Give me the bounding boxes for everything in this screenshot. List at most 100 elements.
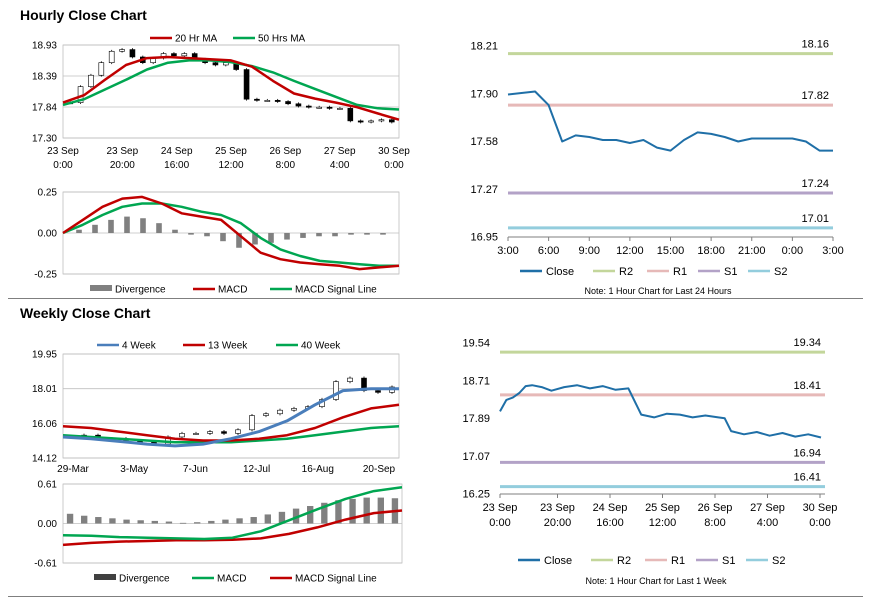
hourly-divergence-bar [204,233,210,237]
weekly-hourly-x-tick-date: 23 Sep [540,502,575,514]
weekly-price-y-tick: 14.12 [32,454,57,465]
hourly-price-candle [357,120,364,123]
hourly-section-title: Hourly Close Chart [20,7,147,23]
section-divider [8,298,863,299]
hourly-24h-close-line [507,90,833,152]
weekly-hourly-level-r1-label: 18.41 [793,380,821,392]
weekly-price-candle [347,377,353,382]
hourly-24h-x-tick: 21:00 [738,245,766,257]
weekly-signal-legend-label: MACD Signal Line [295,574,377,585]
hourly-price-candle [274,100,281,102]
weekly-price-y-tick: 19.95 [32,350,57,361]
hourly-24h-r1-legend-label: R1 [673,266,687,278]
hourly-price-candle [306,105,312,108]
hourly-price-candle [98,62,105,76]
hourly-divergence-bar [108,219,114,233]
weekly-divergence-legend-label: Divergence [119,574,170,585]
weekly-hourly-y-tick: 16.25 [462,489,490,501]
hourly-price-x-tick-date: 23 Sep [47,146,79,157]
weekly-divergence-bar [95,517,102,524]
weekly-divergence-bar [292,508,300,524]
weekly-divergence-bar [307,506,314,524]
weekly-ma40-legend-label: 40 Week [301,341,341,352]
hourly-ma20-line [62,55,400,121]
weekly-hourly-y-tick: 19.54 [462,338,490,350]
weekly-hourly-s2-legend-label: S2 [772,555,785,567]
hourly-divergence-bar [156,223,162,233]
weekly-divergence-bar [377,497,384,524]
hourly-24h-x-tick: 0:00 [782,245,803,257]
hourly-price-x-tick-time: 8:00 [276,160,296,171]
weekly-macd-y-tick: 0.61 [38,480,58,491]
hourly-price-candle [389,119,395,123]
weekly-hourly-x-tick-time: 12:00 [649,517,677,529]
weekly-section-title: Weekly Close Chart [20,305,151,321]
weekly-divergence-bar [278,511,286,524]
hourly-price-candle [295,103,302,107]
weekly-hourly-x-tick-time: 16:00 [596,517,624,529]
hourly-price-candle [285,101,291,105]
hourly-divergence-bar [364,233,370,235]
hourly-24h-x-tick: 12:00 [616,245,644,257]
weekly-hourly-x-tick-date: 23 Sep [483,502,518,514]
weekly-divergence-bar [222,519,229,524]
weekly-price-candle [291,408,297,411]
weekly-hourly-x-tick-date: 25 Sep [645,502,680,514]
weekly-divergence-bar [335,500,342,524]
hourly-price-x-tick-time: 16:00 [164,160,189,171]
hourly-24h-y-tick: 18.21 [470,41,498,53]
hourly-divergence-bar [236,233,242,248]
weekly-hourly-x-tick-date: 27 Sep [750,502,785,514]
weekly-divergence-bar [81,515,88,524]
hourly-divergence-bar [188,233,194,235]
hourly-divergence-bar [220,233,226,242]
weekly-price-x-tick: 7-Jun [183,464,208,475]
weekly-price-x-tick: 20-Sep [363,464,396,475]
weekly-price-candle [249,415,255,431]
weekly-hourly-note: Note: 1 Hour Chart for Last 1 Week [586,576,727,586]
hourly-divergence-bar [332,233,338,237]
weekly-divergence-bar [363,497,370,524]
hourly-price-x-tick-date: 30 Sep [378,146,410,157]
hourly-signal-legend-label: MACD Signal Line [295,285,377,296]
weekly-hourly-x-tick-date: 26 Sep [698,502,733,514]
hourly-price-y-tick: 18.39 [32,72,57,83]
hourly-price-x-tick-date: 26 Sep [269,146,301,157]
hourly-price-candle [378,119,385,122]
hourly-price-candle [326,106,333,109]
hourly-price-candle [212,62,219,66]
weekly-macd-legend-label: MACD [217,574,246,585]
weekly-divergence-legend-swatch [94,574,116,580]
hourly-24h-x-tick: 9:00 [579,245,600,257]
hourly-price-candle [119,49,125,52]
weekly-hourly-x-tick-date: 30 Sep [803,502,838,514]
hourly-price-x-tick-date: 24 Sep [161,146,193,157]
weekly-price-candle [277,409,283,415]
weekly-ma13-legend-label: 13 Week [208,341,248,352]
weekly-divergence-bar [151,520,158,524]
weekly-hourly-x-tick-time: 20:00 [544,517,572,529]
hourly-price-candle [347,108,354,122]
weekly-price-candle [263,413,269,416]
hourly-divergence-legend-label: Divergence [115,285,166,296]
weekly-ma4-legend-label: 4 Week [122,341,157,352]
hourly-macd-legend-label: MACD [218,285,247,296]
weekly-divergence-bar [264,514,271,524]
hourly-24h-x-tick: 3:00 [497,245,518,257]
hourly-price-x-tick-time: 20:00 [110,160,135,171]
weekly-price-y-tick: 18.01 [32,384,57,395]
hourly-24h-s1-legend-label: S1 [724,266,737,278]
hourly-price-y-tick: 17.84 [32,103,57,114]
hourly-24h-level-s1-label: 17.24 [801,178,829,190]
hourly-macd-y-tick: -0.25 [34,270,57,281]
weekly-hourly-close-legend-label: Close [544,555,572,567]
weekly-macd-line [62,485,403,541]
weekly-price-candle [207,431,213,434]
hourly-divergence-bar [252,233,258,245]
weekly-macd-y-tick: -0.61 [34,559,57,570]
hourly-ma20-legend-label: 20 Hr MA [175,34,218,45]
hourly-price-y-tick: 17.30 [32,134,57,145]
hourly-24h-note: Note: 1 Hour Chart for Last 24 Hours [584,286,732,296]
weekly-price-candle [193,433,199,435]
hourly-divergence-bar [380,233,386,235]
